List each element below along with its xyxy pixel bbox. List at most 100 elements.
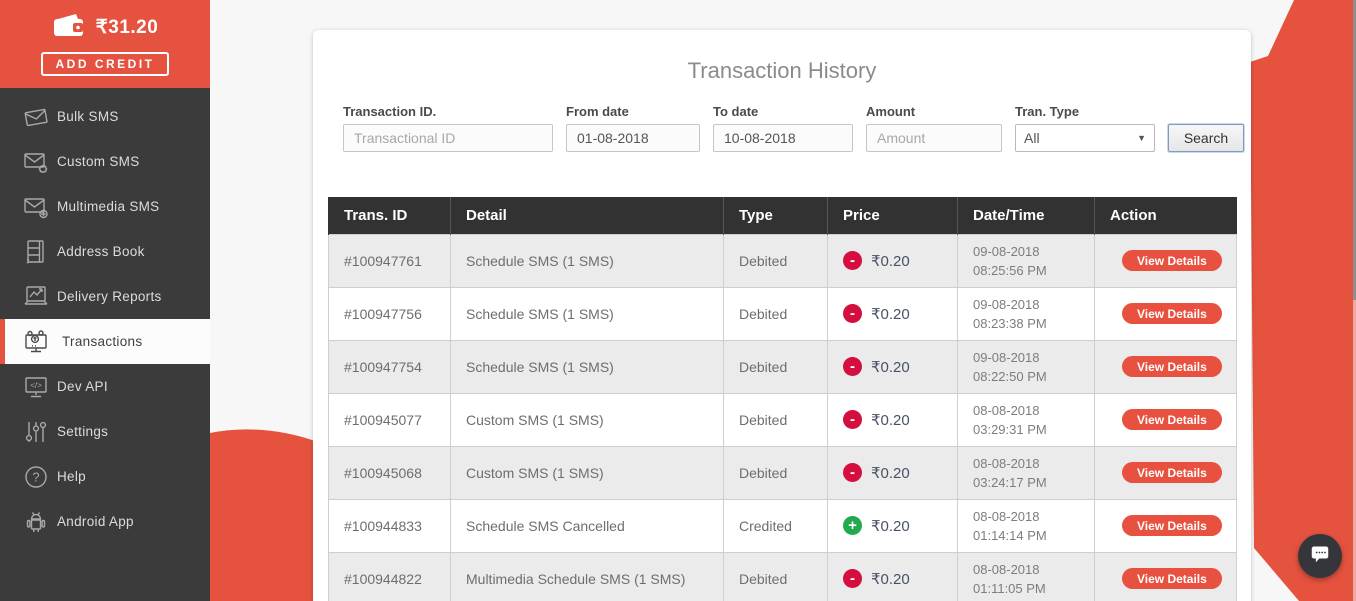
date-text: 09-08-2018	[973, 348, 1094, 367]
cell-type: Debited	[724, 340, 828, 393]
filter-from-date: From date	[566, 104, 700, 152]
android-icon	[22, 508, 50, 536]
sidebar-item-help[interactable]: ? Help	[0, 454, 210, 499]
tran-type-label: Tran. Type	[1015, 104, 1155, 119]
sidebar-item-android-app[interactable]: Android App	[0, 499, 210, 544]
search-button[interactable]: Search	[1168, 124, 1244, 152]
sidebar-item-label: Delivery Reports	[57, 289, 162, 304]
cell-trans-id: #100947761	[329, 234, 451, 287]
to-date-label: To date	[713, 104, 853, 119]
date-text: 08-08-2018	[973, 560, 1094, 579]
table-row: #100947754 Schedule SMS (1 SMS) Debited …	[329, 340, 1237, 393]
sidebar-item-label: Android App	[57, 514, 134, 529]
sidebar-item-dev-api[interactable]: </> Dev API	[0, 364, 210, 409]
cell-trans-id: #100944822	[329, 552, 451, 601]
sidebar-item-multimedia-sms[interactable]: Multimedia SMS	[0, 184, 210, 229]
col-header-detail: Detail	[451, 197, 724, 234]
view-details-button[interactable]: View Details	[1122, 356, 1222, 377]
bulk-sms-icon	[22, 103, 50, 131]
add-credit-button[interactable]: ADD CREDIT	[41, 52, 169, 76]
chat-launcher-button[interactable]	[1298, 534, 1342, 578]
from-date-label: From date	[566, 104, 700, 119]
price-sign-icon: -	[843, 463, 862, 482]
sidebar-item-label: Dev API	[57, 379, 108, 394]
cell-type: Debited	[724, 287, 828, 340]
price-amount: ₹0.20	[871, 570, 910, 588]
price-sign-icon: -	[843, 357, 862, 376]
sidebar-header: ₹31.20 ADD CREDIT	[0, 0, 210, 88]
cell-datetime: 08-08-2018 03:29:31 PM	[958, 393, 1095, 446]
table-row: #100945077 Custom SMS (1 SMS) Debited - …	[329, 393, 1237, 446]
filter-to-date: To date	[713, 104, 853, 152]
chevron-down-icon: ▼	[1137, 133, 1146, 143]
custom-sms-icon	[22, 148, 50, 176]
sidebar-item-label: Help	[57, 469, 86, 484]
time-text: 03:24:17 PM	[973, 473, 1094, 492]
amount-input[interactable]	[866, 124, 1002, 152]
table-row: #100944833 Schedule SMS Cancelled Credit…	[329, 499, 1237, 552]
time-text: 01:11:05 PM	[973, 579, 1094, 598]
tran-type-selected-value: All	[1024, 130, 1040, 146]
cell-price: - ₹0.20	[828, 552, 958, 601]
view-details-button[interactable]: View Details	[1122, 462, 1222, 483]
sidebar-item-label: Settings	[57, 424, 108, 439]
help-icon: ?	[22, 463, 50, 491]
price-sign-icon: -	[843, 251, 862, 270]
cell-type: Debited	[724, 234, 828, 287]
transaction-id-input[interactable]	[343, 124, 553, 152]
price-amount: ₹0.20	[871, 252, 910, 270]
delivery-reports-icon	[22, 283, 50, 311]
cell-price: - ₹0.20	[828, 234, 958, 287]
transactions-table: Trans. ID Detail Type Price Date/Time Ac…	[328, 197, 1237, 601]
amount-label: Amount	[866, 104, 1002, 119]
balance-amount: ₹31.20	[96, 16, 159, 39]
cell-type: Debited	[724, 393, 828, 446]
multimedia-sms-icon	[22, 193, 50, 221]
dev-api-icon: </>	[22, 373, 50, 401]
tran-type-select[interactable]: All ▼	[1015, 124, 1155, 152]
to-date-input[interactable]	[713, 124, 853, 152]
wallet-icon	[52, 12, 86, 43]
view-details-button[interactable]: View Details	[1122, 515, 1222, 536]
sidebar-item-delivery-reports[interactable]: Delivery Reports	[0, 274, 210, 319]
cell-detail: Schedule SMS (1 SMS)	[451, 340, 724, 393]
view-details-button[interactable]: View Details	[1122, 568, 1222, 589]
cell-trans-id: #100947754	[329, 340, 451, 393]
time-text: 08:22:50 PM	[973, 367, 1094, 386]
price-amount: ₹0.20	[871, 464, 910, 482]
cell-datetime: 09-08-2018 08:23:38 PM	[958, 287, 1095, 340]
cell-type: Debited	[724, 446, 828, 499]
cell-type: Debited	[724, 552, 828, 601]
price-sign-icon: -	[843, 410, 862, 429]
cell-detail: Custom SMS (1 SMS)	[451, 446, 724, 499]
view-details-button[interactable]: View Details	[1122, 409, 1222, 430]
sidebar-menu: Bulk SMS Custom SMS Multimedia SMS Addre…	[0, 88, 210, 544]
sidebar-item-address-book[interactable]: Address Book	[0, 229, 210, 274]
date-text: 08-08-2018	[973, 401, 1094, 420]
sidebar-item-bulk-sms[interactable]: Bulk SMS	[0, 94, 210, 139]
page-title: Transaction History	[313, 58, 1251, 84]
cell-price: - ₹0.20	[828, 340, 958, 393]
sidebar-item-label: Custom SMS	[57, 154, 140, 169]
view-details-button[interactable]: View Details	[1122, 250, 1222, 271]
cell-datetime: 09-08-2018 08:25:56 PM	[958, 234, 1095, 287]
time-text: 08:25:56 PM	[973, 261, 1094, 280]
table-body: #100947761 Schedule SMS (1 SMS) Debited …	[329, 234, 1237, 601]
cell-detail: Schedule SMS (1 SMS)	[451, 234, 724, 287]
table-row: #100947756 Schedule SMS (1 SMS) Debited …	[329, 287, 1237, 340]
price-amount: ₹0.20	[871, 358, 910, 376]
time-text: 03:29:31 PM	[973, 420, 1094, 439]
from-date-input[interactable]	[566, 124, 700, 152]
view-details-button[interactable]: View Details	[1122, 303, 1222, 324]
cell-detail: Multimedia Schedule SMS (1 SMS)	[451, 552, 724, 601]
sidebar-item-custom-sms[interactable]: Custom SMS	[0, 139, 210, 184]
date-text: 08-08-2018	[973, 454, 1094, 473]
sidebar-item-settings[interactable]: Settings	[0, 409, 210, 454]
sidebar-item-transactions[interactable]: Transactions	[0, 319, 210, 364]
table-row: #100945068 Custom SMS (1 SMS) Debited - …	[329, 446, 1237, 499]
cell-action: View Details	[1095, 393, 1237, 446]
chat-bubble-icon	[1308, 542, 1332, 571]
wallet-balance: ₹31.20	[52, 12, 159, 43]
table-row: #100947761 Schedule SMS (1 SMS) Debited …	[329, 234, 1237, 287]
sidebar-item-label: Address Book	[57, 244, 145, 259]
